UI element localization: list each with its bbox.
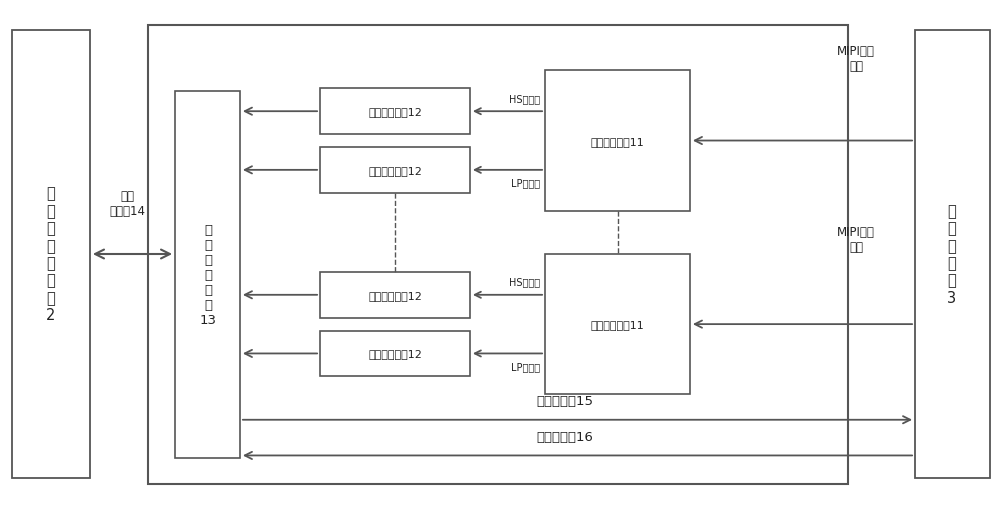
Text: MIPI图像
信号: MIPI图像 信号: [837, 225, 875, 253]
Bar: [320, 148, 470, 193]
Bar: [320, 272, 470, 318]
Bar: [175, 92, 240, 458]
Text: 信号分离电路11: 信号分离电路11: [591, 136, 644, 146]
Bar: [915, 31, 990, 478]
Text: 高速
连接线14: 高速 连接线14: [109, 190, 145, 217]
Text: 控制连接线16: 控制连接线16: [537, 430, 593, 443]
Bar: [320, 89, 470, 135]
Text: LP段信号: LP段信号: [511, 178, 540, 188]
Text: 信号转换电路12: 信号转换电路12: [368, 290, 422, 300]
Text: 信号转换电路12: 信号转换电路12: [368, 107, 422, 117]
Text: LP段信号: LP段信号: [511, 361, 540, 372]
Text: HS段信号: HS段信号: [509, 94, 540, 104]
Text: 摄
像
头
测
试
装
置
2: 摄 像 头 测 试 装 置 2: [46, 186, 56, 323]
Text: MIPI图像
信号: MIPI图像 信号: [837, 45, 875, 72]
Text: 电源连接线15: 电源连接线15: [536, 394, 594, 407]
Bar: [545, 71, 690, 211]
Text: 高
速
连
接
接
口
13: 高 速 连 接 接 口 13: [200, 223, 216, 326]
Text: 待
测
摄
像
头
3: 待 测 摄 像 头 3: [947, 204, 957, 305]
Bar: [320, 331, 470, 377]
Bar: [148, 25, 848, 484]
Text: 信号转换电路12: 信号转换电路12: [368, 165, 422, 176]
Bar: [545, 254, 690, 394]
Text: HS段信号: HS段信号: [509, 277, 540, 287]
Bar: [12, 31, 90, 478]
Text: 信号转换电路12: 信号转换电路12: [368, 349, 422, 359]
Text: 信号分离电路11: 信号分离电路11: [591, 320, 644, 329]
